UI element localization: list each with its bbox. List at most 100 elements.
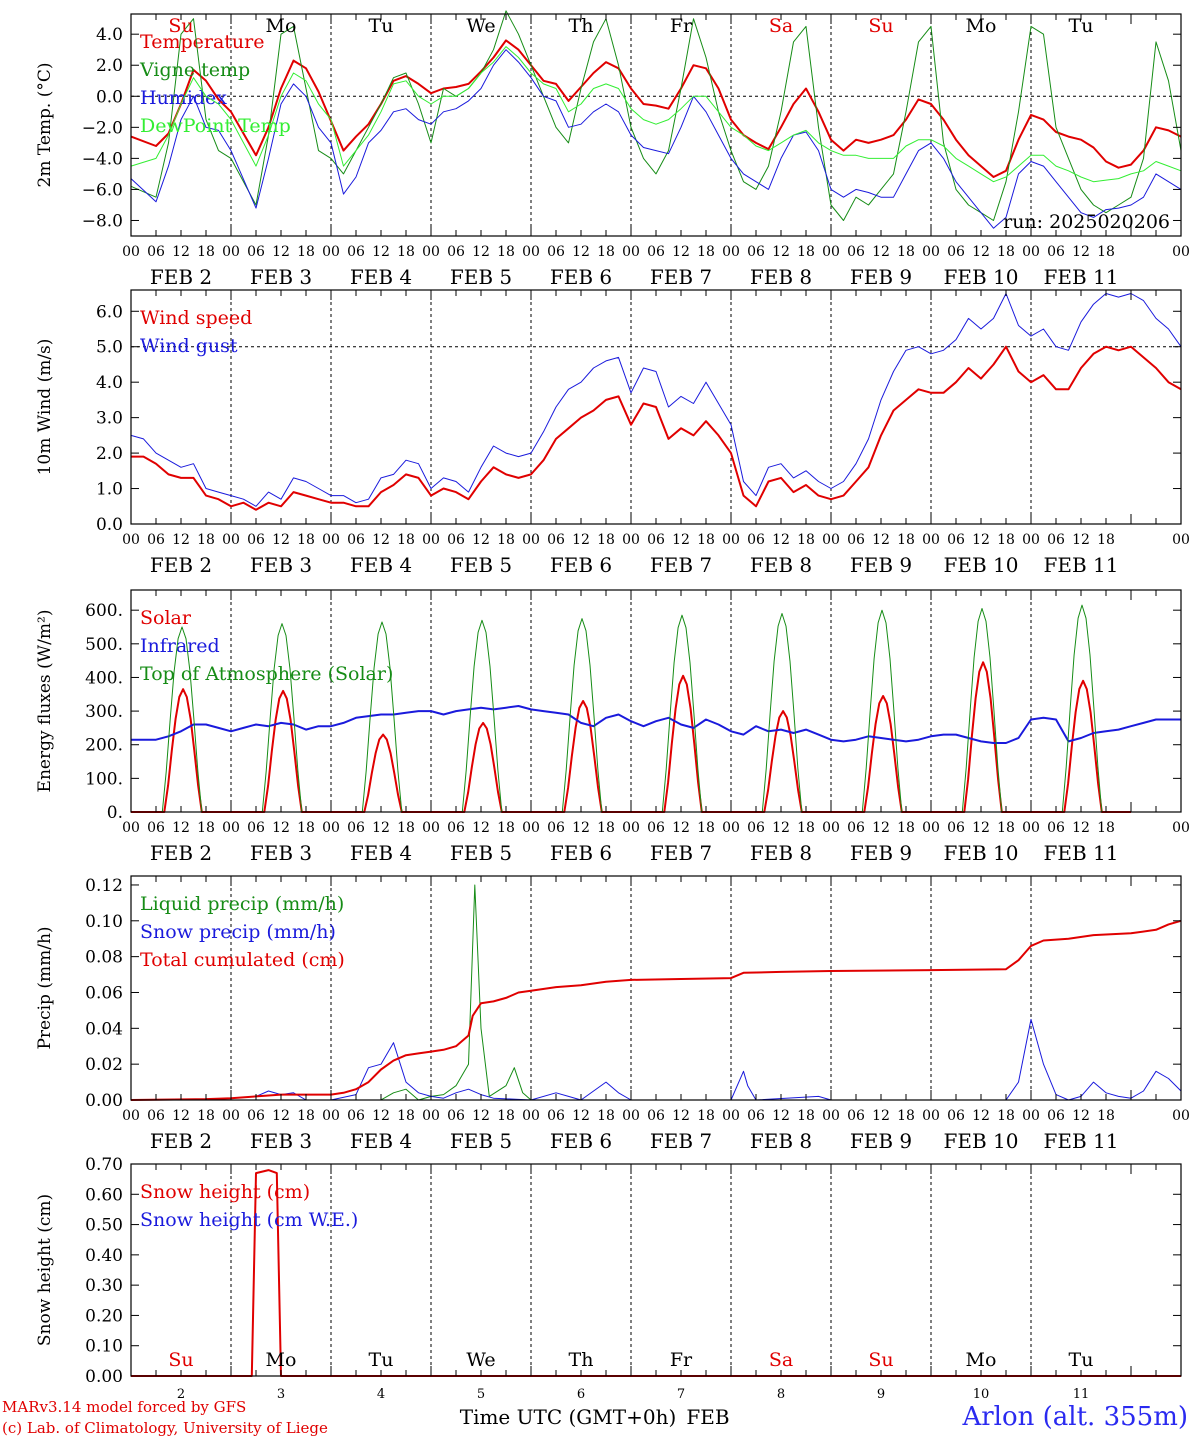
x-hour-label: 06 — [1047, 820, 1065, 836]
x-hour-label: 12 — [372, 820, 390, 836]
y-tick-label: −6.0 — [82, 180, 123, 200]
x-hour-label: 12 — [572, 244, 590, 260]
x-hour-label: 18 — [397, 820, 415, 836]
series-line-3 — [130, 49, 1182, 229]
x-hour-label: 18 — [797, 820, 815, 836]
x-hour-label: 06 — [947, 1108, 965, 1124]
x-hour-label: 00 — [322, 820, 340, 836]
y-tick-label: 0.60 — [85, 1185, 123, 1205]
x-date-label: FEB 8 — [750, 265, 812, 289]
x-hour-label: 18 — [697, 820, 715, 836]
y-tick-label: 600. — [85, 601, 123, 621]
x-hour-label: 06 — [747, 820, 765, 836]
y-tick-label: 300. — [85, 702, 123, 722]
series-line-4 — [130, 46, 1182, 183]
x-hour-label: 00 — [522, 820, 540, 836]
x-hour-label: 00 — [822, 244, 840, 260]
x-day-number: 2 — [177, 1387, 185, 1402]
y-tick-label: 500. — [85, 635, 123, 655]
x-date-label: FEB 8 — [750, 553, 812, 577]
x-hour-label: 18 — [497, 820, 515, 836]
x-hour-label: 00 — [922, 532, 940, 548]
x-hour-label: 12 — [672, 820, 690, 836]
x-hour-label: 06 — [547, 1108, 565, 1124]
x-hour-label: 00 — [122, 532, 140, 548]
x-hour-label: 12 — [272, 532, 290, 548]
x-hour-label: 00 — [522, 532, 540, 548]
x-date-label: FEB 7 — [650, 265, 712, 289]
x-hour-label: 06 — [1047, 532, 1065, 548]
x-hour-label: 00 — [1022, 244, 1040, 260]
x-hour-label: 12 — [572, 1108, 590, 1124]
x-hour-label: 12 — [1072, 532, 1090, 548]
x-hour-label: 06 — [747, 244, 765, 260]
x-hour-label: 00 — [922, 244, 940, 260]
y-tick-label: 4.0 — [96, 25, 123, 45]
x-hour-label: 00 — [722, 1108, 740, 1124]
x-date-label: FEB 11 — [1044, 841, 1119, 865]
weekday-label: Fr — [670, 15, 693, 37]
x-hour-label: 00 — [122, 820, 140, 836]
y-tick-label: 0.10 — [85, 912, 123, 932]
x-hour-label: 06 — [447, 532, 465, 548]
x-hour-label: 12 — [472, 1108, 490, 1124]
x-hour-label: 06 — [447, 244, 465, 260]
x-hour-label: 12 — [872, 820, 890, 836]
x-date-label: FEB 2 — [150, 553, 212, 577]
x-date-label: FEB 9 — [850, 841, 912, 865]
x-hour-label: 06 — [1047, 244, 1065, 260]
x-hour-label: 12 — [372, 532, 390, 548]
x-date-label: FEB 9 — [850, 265, 912, 289]
x-hour-label: 12 — [772, 244, 790, 260]
legend-entry: Solar — [140, 607, 192, 629]
x-hour-label: 18 — [397, 244, 415, 260]
x-day-number: 7 — [677, 1387, 685, 1402]
x-hour-label: 06 — [947, 244, 965, 260]
y-axis-label: Precip (mm/h) — [35, 926, 55, 1049]
x-hour-label: 00 — [822, 820, 840, 836]
x-hour-label: 18 — [1097, 1108, 1115, 1124]
y-axis-label: 2m Temp. (°C) — [35, 62, 55, 187]
x-hour-label: 18 — [397, 1108, 415, 1124]
x-hour-label: 06 — [547, 532, 565, 548]
x-hour-label: 06 — [847, 532, 865, 548]
x-date-label: FEB 11 — [1044, 265, 1119, 289]
series-line-1 — [131, 884, 532, 1101]
x-hour-label: 18 — [697, 1108, 715, 1124]
weekday-label: Su — [168, 1349, 193, 1371]
x-hour-label: 00 — [522, 1108, 540, 1124]
plot-frame — [130, 589, 1182, 813]
x-date-label: FEB 7 — [650, 1129, 712, 1153]
y-tick-label: 0.02 — [85, 1055, 123, 1075]
x-hour-label: 18 — [597, 1108, 615, 1124]
x-hour-label: 06 — [147, 1108, 165, 1124]
x-date-label: FEB 8 — [750, 841, 812, 865]
x-hour-label: 00 — [222, 1108, 240, 1124]
x-hour-label: 00 — [622, 820, 640, 836]
x-hour-label: 18 — [297, 1108, 315, 1124]
x-hour-label: 12 — [1072, 1108, 1090, 1124]
y-tick-label: 0.00 — [85, 1091, 123, 1111]
x-hour-label: 18 — [897, 1108, 915, 1124]
x-hour-label: 00 — [322, 532, 340, 548]
legend-entry: Wind speed — [140, 307, 252, 329]
weekday-label: Tu — [369, 15, 394, 37]
x-date-label: FEB 8 — [750, 1129, 812, 1153]
y-tick-label: 0.12 — [85, 876, 123, 896]
x-hour-label: 12 — [472, 820, 490, 836]
y-tick-label: 400. — [85, 668, 123, 688]
weekday-label: We — [466, 15, 495, 37]
x-date-label: FEB 11 — [1044, 553, 1119, 577]
legend-entry: Liquid precip (mm/h) — [140, 893, 344, 915]
x-hour-label: 18 — [397, 532, 415, 548]
x-date-label: FEB 11 — [1044, 1129, 1119, 1153]
y-tick-label: 0.08 — [85, 948, 123, 968]
x-hour-label: 18 — [797, 1108, 815, 1124]
x-hour-label: 00 — [1172, 532, 1190, 548]
x-hour-label: 00 — [1172, 244, 1190, 260]
x-hour-label: 12 — [172, 820, 190, 836]
x-hour-label: 18 — [1097, 532, 1115, 548]
weekday-label: Th — [569, 1349, 594, 1371]
x-hour-label: 18 — [997, 1108, 1015, 1124]
